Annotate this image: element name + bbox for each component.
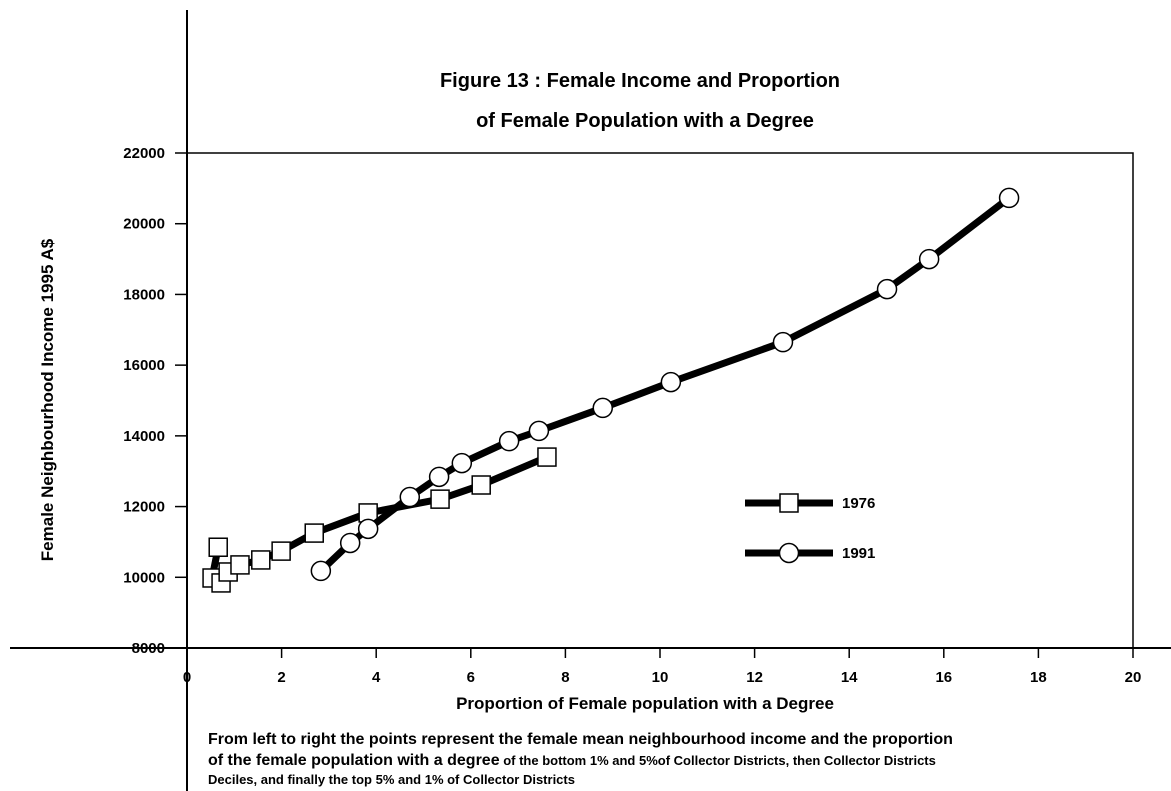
y-tick-label: 10000 bbox=[123, 569, 165, 586]
x-tick-label: 8 bbox=[561, 669, 569, 686]
x-tick-label: 4 bbox=[372, 669, 381, 686]
y-tick-label: 12000 bbox=[123, 499, 165, 516]
plot-frame bbox=[187, 152, 1134, 648]
caption: of the female population with a degree o… bbox=[208, 752, 936, 769]
caption-part: of the bottom 1% and 5%of Collector Dist… bbox=[500, 753, 936, 768]
data-point bbox=[208, 537, 228, 557]
data-point bbox=[660, 371, 682, 393]
data-point bbox=[230, 555, 250, 575]
data-point bbox=[498, 430, 520, 452]
legend-label: 1991 bbox=[842, 545, 875, 562]
x-tick-label: 14 bbox=[841, 669, 858, 686]
caption: Deciles, and finally the top 5% and 1% o… bbox=[208, 772, 575, 787]
data-point bbox=[251, 550, 271, 570]
data-point bbox=[471, 475, 491, 495]
chart-title: Figure 13 : Female Income and Proportion bbox=[440, 70, 840, 92]
data-point bbox=[772, 331, 794, 353]
data-point bbox=[451, 452, 473, 474]
y-tick-label: 14000 bbox=[123, 428, 165, 445]
x-tick-label: 16 bbox=[935, 669, 952, 686]
data-point bbox=[998, 187, 1020, 209]
x-tick-label: 10 bbox=[652, 669, 669, 686]
y-tick-label: 22000 bbox=[123, 145, 165, 162]
data-point bbox=[430, 489, 450, 509]
caption-part: of the female population with a degree bbox=[208, 752, 500, 769]
data-point bbox=[271, 541, 291, 561]
x-tick-label: 6 bbox=[467, 669, 475, 686]
legend-marker bbox=[778, 542, 800, 564]
data-point bbox=[537, 447, 557, 467]
y-tick-label: 18000 bbox=[123, 286, 165, 303]
x-axis-label: Proportion of Female population with a D… bbox=[456, 694, 834, 713]
data-point bbox=[918, 248, 940, 270]
data-point bbox=[592, 397, 614, 419]
legend-marker bbox=[779, 493, 799, 513]
x-tick-label: 0 bbox=[183, 669, 191, 686]
chart-title: of Female Population with a Degree bbox=[476, 110, 814, 132]
y-axis-label: Female Neighbourhood Income 1995 A$ bbox=[38, 238, 57, 561]
data-point bbox=[310, 560, 332, 582]
legend-label: 1976 bbox=[842, 495, 875, 512]
x-tick-label: 2 bbox=[277, 669, 285, 686]
data-point bbox=[304, 523, 324, 543]
caption: From left to right the points represent … bbox=[208, 731, 953, 748]
y-tick-label: 16000 bbox=[123, 357, 165, 374]
x-tick-label: 20 bbox=[1125, 669, 1142, 686]
data-point bbox=[528, 420, 550, 442]
data-point bbox=[428, 466, 450, 488]
x-tick-label: 18 bbox=[1030, 669, 1047, 686]
data-point bbox=[876, 278, 898, 300]
data-point bbox=[399, 486, 421, 508]
y-tick-label: 20000 bbox=[123, 216, 165, 233]
data-point bbox=[339, 532, 361, 554]
x-tick-label: 12 bbox=[746, 669, 763, 686]
data-point bbox=[357, 518, 379, 540]
y-tick-label: 8000 bbox=[132, 640, 165, 657]
